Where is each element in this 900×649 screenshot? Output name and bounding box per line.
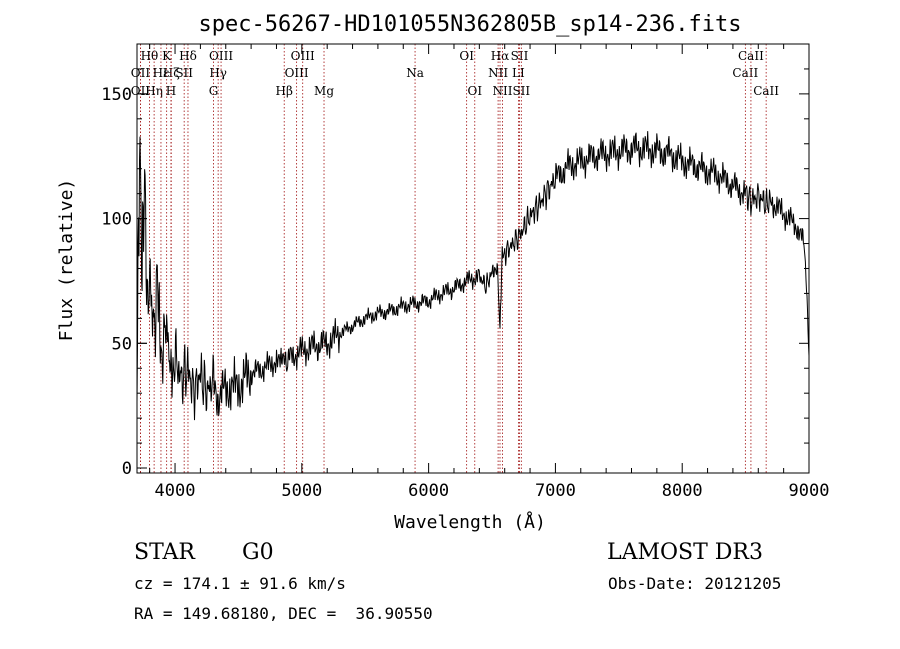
line-label: OIII xyxy=(285,66,309,80)
coordinates: RA = 149.68180, DEC = 36.90550 xyxy=(134,604,433,623)
y-axis-label: Flux (relative) xyxy=(56,179,77,342)
line-label: NII xyxy=(488,66,508,80)
line-label: Hθ xyxy=(141,49,159,63)
line-label: OII xyxy=(131,84,151,98)
spectrum-line xyxy=(136,131,810,421)
line-label: Hε xyxy=(153,66,170,80)
x-tick-label: 5000 xyxy=(281,481,322,501)
line-label: Mg xyxy=(314,84,334,98)
line-label: LI xyxy=(512,66,525,80)
line-label: Na xyxy=(406,66,424,80)
x-axis-label: Wavelength (Å) xyxy=(394,511,546,533)
y-tick-label: 50 xyxy=(112,334,132,354)
line-label: SII xyxy=(511,49,529,63)
line-label: Hα xyxy=(491,49,510,63)
x-tick-label: 9000 xyxy=(789,481,830,501)
axis-ticks: 4000 5000 6000 7000 8000 9000 0 50 100 150 xyxy=(101,44,829,501)
line-label: K xyxy=(162,49,172,63)
x-tick-label: 4000 xyxy=(155,481,196,501)
y-tick-label: 0 xyxy=(122,459,132,479)
y-tick-label: 150 xyxy=(101,85,132,105)
line-label: SII xyxy=(512,84,530,98)
line-label: H xyxy=(166,84,176,98)
chart-title: spec-56267-HD101055N362805B_sp14-236.fit… xyxy=(198,12,741,37)
line-label: Hδ xyxy=(179,49,197,63)
x-tick-label: 7000 xyxy=(535,481,576,501)
object-class: STAR xyxy=(134,540,195,565)
survey-name: LAMOST DR3 xyxy=(607,540,763,565)
line-label: OIII xyxy=(291,49,315,63)
line-label: CaII xyxy=(753,84,779,98)
line-label: CaII xyxy=(738,49,764,63)
line-label: Hη xyxy=(145,84,163,98)
line-label: SII xyxy=(175,66,193,80)
x-tick-label: 8000 xyxy=(662,481,703,501)
line-label: G xyxy=(209,84,219,98)
object-subclass: G0 xyxy=(242,540,274,565)
line-label: NII xyxy=(493,84,513,98)
line-label: OIII xyxy=(209,49,233,63)
obs-date: Obs-Date: 20121205 xyxy=(608,574,782,593)
line-label: Hβ xyxy=(276,84,293,98)
line-label: CaII xyxy=(732,66,758,80)
spectrum-series xyxy=(136,131,810,421)
line-label: OI xyxy=(459,49,474,63)
redshift-info: cz = 174.1 ± 91.6 km/s xyxy=(134,574,346,593)
line-label: OI xyxy=(467,84,482,98)
line-label: Hγ xyxy=(209,66,227,80)
plot-frame xyxy=(136,43,810,474)
line-label: Hζ xyxy=(163,66,180,80)
y-tick-label: 100 xyxy=(101,210,132,230)
x-tick-label: 6000 xyxy=(408,481,449,501)
